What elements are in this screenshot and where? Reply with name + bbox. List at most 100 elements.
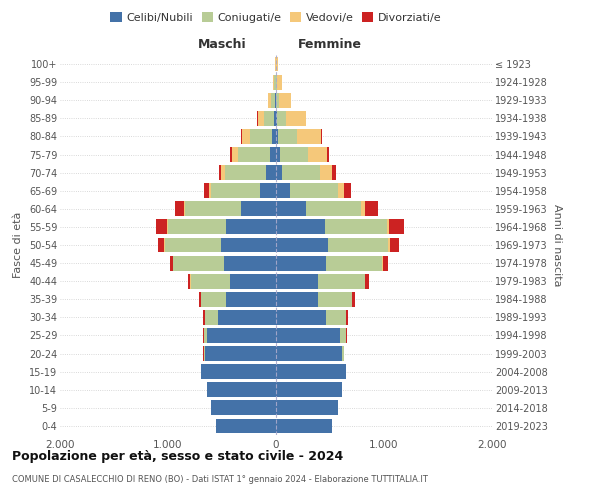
Bar xyxy=(321,129,322,144)
Bar xyxy=(342,346,343,361)
Text: Maschi: Maschi xyxy=(197,38,247,52)
Bar xyxy=(203,184,209,198)
Bar xyxy=(276,274,318,288)
Bar xyxy=(218,310,276,325)
Bar xyxy=(185,202,241,216)
Bar xyxy=(276,256,326,270)
Bar xyxy=(219,165,221,180)
Text: Femmine: Femmine xyxy=(298,38,362,52)
Bar xyxy=(276,418,332,434)
Bar xyxy=(164,238,165,252)
Bar xyxy=(188,274,190,288)
Bar xyxy=(276,165,283,180)
Bar xyxy=(168,220,226,234)
Bar xyxy=(279,93,291,108)
Bar xyxy=(268,93,271,108)
Bar xyxy=(306,202,361,216)
Bar xyxy=(272,129,276,144)
Bar xyxy=(271,93,275,108)
Bar xyxy=(365,274,368,288)
Bar xyxy=(276,364,346,379)
Bar xyxy=(346,310,348,325)
Bar xyxy=(383,256,388,270)
Bar xyxy=(283,165,320,180)
Bar xyxy=(328,238,388,252)
Bar xyxy=(191,274,230,288)
Bar xyxy=(276,147,280,162)
Bar xyxy=(297,129,321,144)
Bar xyxy=(365,202,377,216)
Bar xyxy=(230,274,276,288)
Bar xyxy=(276,310,326,325)
Bar xyxy=(270,147,276,162)
Bar xyxy=(242,129,250,144)
Bar xyxy=(205,310,218,325)
Bar xyxy=(241,129,242,144)
Bar xyxy=(221,238,276,252)
Bar xyxy=(173,256,224,270)
Bar xyxy=(276,56,278,72)
Bar xyxy=(276,238,328,252)
Bar xyxy=(224,256,276,270)
Bar xyxy=(389,220,404,234)
Bar xyxy=(207,382,276,397)
Text: Popolazione per età, sesso e stato civile - 2024: Popolazione per età, sesso e stato civil… xyxy=(12,450,343,463)
Bar xyxy=(277,74,282,90)
Bar xyxy=(344,184,352,198)
Bar xyxy=(221,165,225,180)
Bar xyxy=(276,346,342,361)
Bar xyxy=(230,147,232,162)
Bar xyxy=(352,292,355,306)
Y-axis label: Anni di nascita: Anni di nascita xyxy=(551,204,562,286)
Bar xyxy=(266,165,276,180)
Bar xyxy=(211,400,276,415)
Bar xyxy=(203,328,207,343)
Bar xyxy=(361,202,365,216)
Bar xyxy=(202,292,226,306)
Bar xyxy=(276,400,338,415)
Bar xyxy=(184,202,185,216)
Bar xyxy=(203,346,205,361)
Bar xyxy=(277,93,279,108)
Bar xyxy=(238,147,270,162)
Bar xyxy=(226,220,276,234)
Bar xyxy=(276,74,277,90)
Bar xyxy=(390,238,399,252)
Bar xyxy=(241,202,276,216)
Bar xyxy=(211,184,260,198)
Bar xyxy=(280,147,308,162)
Bar xyxy=(158,238,164,252)
Bar xyxy=(157,220,167,234)
Bar xyxy=(340,328,346,343)
Bar xyxy=(276,220,325,234)
Bar xyxy=(207,328,276,343)
Bar xyxy=(209,184,211,198)
Bar xyxy=(382,256,383,270)
Bar xyxy=(226,292,276,306)
Bar xyxy=(202,364,276,379)
Bar xyxy=(276,292,318,306)
Bar xyxy=(170,256,173,270)
Bar xyxy=(263,111,274,126)
Bar xyxy=(388,238,390,252)
Bar xyxy=(205,346,276,361)
Bar xyxy=(286,111,306,126)
Bar xyxy=(225,165,266,180)
Bar xyxy=(276,111,277,126)
Bar xyxy=(387,220,389,234)
Bar xyxy=(320,165,332,180)
Bar xyxy=(276,129,278,144)
Bar xyxy=(338,184,344,198)
Bar xyxy=(276,328,340,343)
Bar xyxy=(276,382,342,397)
Bar xyxy=(250,129,272,144)
Bar xyxy=(199,292,201,306)
Bar xyxy=(215,418,276,434)
Bar xyxy=(326,256,382,270)
Bar xyxy=(318,274,365,288)
Bar xyxy=(277,111,286,126)
Bar xyxy=(257,111,263,126)
Bar xyxy=(278,129,297,144)
Bar xyxy=(260,184,276,198)
Bar xyxy=(273,74,274,90)
